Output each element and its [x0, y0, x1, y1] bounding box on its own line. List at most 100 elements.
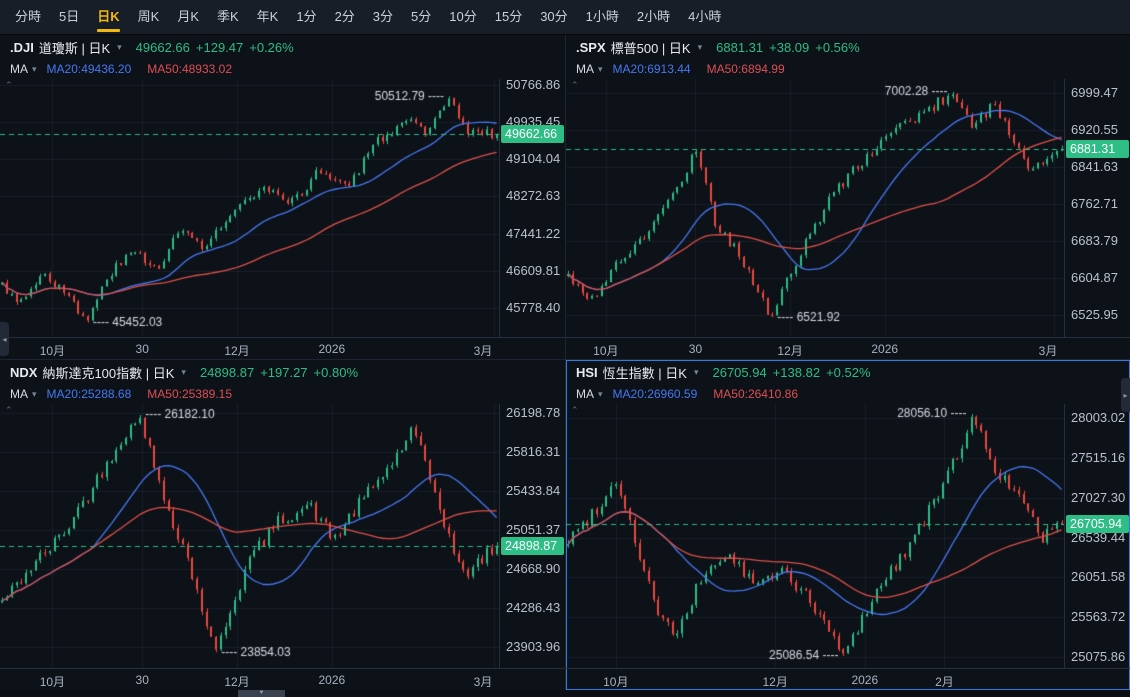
- y-axis-label: 50766.86: [506, 76, 561, 92]
- y-axis-label: 27027.30: [1071, 489, 1126, 505]
- x-axis-label: 2026: [318, 342, 346, 356]
- x-axis-label: 10月: [603, 675, 629, 689]
- plot-wrap: ⌃ 50766.86 49935.45 49104.04 48272.63 47441.…: [0, 76, 565, 337]
- tab-5日[interactable]: 5日: [59, 9, 80, 24]
- y-axis-label: 6920.55: [1071, 122, 1118, 138]
- x-axis-label: 2月: [935, 675, 954, 689]
- tab-2小時[interactable]: 2小時: [636, 9, 671, 24]
- indicator-collapse-icon[interactable]: ⌃: [571, 80, 579, 90]
- price-change-percent: +0.80%: [313, 364, 358, 380]
- y-axis-label: 45778.40: [506, 300, 561, 315]
- candlestick-chart-hsi[interactable]: [566, 404, 1064, 668]
- price-axis[interactable]: 50766.86 49935.45 49104.04 48272.63 47441.22…: [499, 76, 565, 337]
- candlestick-chart-spx[interactable]: [566, 79, 1064, 337]
- last-price: 24898.87: [199, 364, 255, 380]
- tab-季K[interactable]: 季K: [216, 9, 239, 24]
- x-axis-label: 10月: [593, 344, 619, 358]
- chevron-down-icon[interactable]: ▾: [117, 41, 122, 52]
- tab-日K[interactable]: 日K: [88, 0, 128, 34]
- ma-label: MA: [10, 387, 28, 401]
- chevron-down-icon[interactable]: ▾: [32, 388, 37, 399]
- y-axis-label: 25563.72: [1071, 609, 1126, 625]
- ma-label: MA: [576, 387, 594, 401]
- tab-1小時[interactable]: 1小時: [585, 9, 619, 24]
- chevron-down-icon[interactable]: ▾: [598, 388, 603, 399]
- candlestick-chart-dji[interactable]: [0, 79, 499, 337]
- y-axis-label: 24668.90: [506, 561, 561, 577]
- chart-panel-ndx: NDX 納斯達克100指數 | 日K ▾ 24898.87 +197.27 +0…: [0, 360, 565, 690]
- time-axis[interactable]: 10月 12月 2026 2月: [566, 668, 1130, 690]
- chevron-down-icon[interactable]: ▾: [697, 41, 703, 52]
- tab-月K[interactable]: 月K: [177, 9, 199, 24]
- candlestick-chart-ndx[interactable]: [0, 404, 499, 668]
- x-axis-label: 12月: [777, 344, 803, 358]
- tab-5分[interactable]: 5分: [411, 9, 432, 24]
- price-axis[interactable]: 26198.78 25816.31 25433.84 25051.37 24668.90…: [499, 404, 565, 668]
- y-axis-label: 6841.63: [1071, 159, 1118, 175]
- indicator-collapse-icon[interactable]: ⌃: [5, 80, 13, 90]
- tab-周K[interactable]: 周K: [137, 9, 160, 24]
- ma20-value: MA20:49436.20: [46, 62, 132, 76]
- indicator-collapse-icon[interactable]: ⌃: [5, 405, 13, 415]
- y-axis-label: 26198.78: [506, 405, 561, 421]
- tab-4小時[interactable]: 4小時: [688, 9, 722, 24]
- y-axis-label: 26539.44: [1071, 529, 1126, 545]
- tab-2分[interactable]: 2分: [334, 9, 355, 24]
- tab-年K[interactable]: 年K: [256, 9, 279, 24]
- chart-header[interactable]: .SPX 標普500 | 日K ▾ 6881.31 +38.09 +0.56%: [566, 35, 1130, 59]
- ma50-value: MA50:26410.86: [713, 387, 798, 401]
- tab-3分[interactable]: 3分: [372, 9, 394, 24]
- time-axis[interactable]: 10月 30 12月 2026 3月: [0, 668, 565, 690]
- x-axis-label: 2026: [871, 342, 899, 356]
- ma50-value: MA50:6894.99: [706, 62, 785, 76]
- tab-分時[interactable]: 分時: [15, 9, 42, 24]
- indicator-collapse-icon[interactable]: ⌃: [571, 405, 579, 415]
- x-axis-label: 30: [135, 673, 149, 687]
- left-panel-collapse-icon[interactable]: ◂: [0, 322, 9, 356]
- y-axis-label: 6999.47: [1071, 85, 1118, 101]
- ma-indicator-row: MA ▾ MA20:6913.44 MA50:6894.99: [566, 59, 1130, 79]
- x-axis-label: 10月: [39, 675, 66, 689]
- tab-30分[interactable]: 30分: [540, 9, 568, 24]
- y-axis-label: 47441.22: [506, 225, 561, 241]
- y-axis-label: 48272.63: [506, 188, 561, 204]
- y-axis-label: 26051.58: [1071, 569, 1126, 585]
- tab-10分[interactable]: 10分: [449, 9, 477, 24]
- price-change: +38.09: [769, 39, 810, 55]
- chart-header[interactable]: HSI 恆生指數 | 日K ▾ 26705.94 +138.82 +0.52%: [566, 360, 1130, 384]
- y-axis-label: 49935.45: [506, 114, 561, 130]
- y-axis-label: 6525.95: [1071, 307, 1118, 323]
- price-change-percent: +0.56%: [815, 39, 860, 55]
- current-price-badge: 49662.66: [501, 125, 564, 144]
- ma20-value: MA20:25288.68: [46, 387, 132, 401]
- price-axis[interactable]: 28003.02 27515.16 27027.30 26539.44 26051.58…: [1064, 404, 1130, 668]
- bottom-collapse-handle[interactable]: ▼: [238, 690, 285, 697]
- price-axis[interactable]: 6999.47 6920.55 6841.63 6762.71 6683.79 6604.…: [1064, 79, 1130, 337]
- current-price-badge: 6881.31: [1066, 139, 1129, 158]
- plot-area: ⌃: [0, 79, 499, 337]
- ma50-value: MA50:48933.02: [147, 62, 232, 76]
- time-axis[interactable]: 10月 30 12月 2026 3月: [566, 337, 1130, 359]
- symbol-title: 納斯達克100指數 | 日K: [42, 365, 175, 381]
- x-axis-label: 30: [688, 342, 703, 356]
- right-panel-collapse-icon[interactable]: ▸: [1121, 378, 1130, 412]
- chevron-down-icon[interactable]: ▾: [693, 366, 699, 377]
- x-axis-label: 3月: [1038, 344, 1058, 358]
- y-axis-label: 27515.16: [1071, 450, 1126, 466]
- chart-header[interactable]: NDX 納斯達克100指數 | 日K ▾ 24898.87 +197.27 +0…: [0, 360, 565, 384]
- chart-header[interactable]: .DJI 道瓊斯 | 日K ▾ 49662.66 +129.47 +0.26%: [0, 35, 565, 59]
- time-axis[interactable]: 10月 30 12月 2026 3月: [0, 337, 565, 359]
- ma20-value: MA20:6913.44: [612, 62, 691, 76]
- timeframe-tabbar: 分時 5日 日K 周K 月K 季K 年K 1分 2分 3分 5分 10分 15分 30分 1小時 2小時 4小時: [0, 0, 1130, 35]
- symbol-title: 恆生指數 | 日K: [602, 365, 687, 381]
- y-axis-label: 24286.43: [506, 600, 561, 616]
- chevron-down-icon[interactable]: ▾: [181, 366, 186, 377]
- y-axis-label: 25051.37: [506, 522, 561, 538]
- chevron-down-icon[interactable]: ▾: [32, 63, 37, 74]
- symbol-code: .SPX: [576, 39, 606, 55]
- tab-15分[interactable]: 15分: [494, 9, 523, 24]
- y-axis-label: 6604.87: [1071, 270, 1118, 286]
- tab-1分[interactable]: 1分: [296, 9, 317, 24]
- chevron-down-icon[interactable]: ▾: [598, 63, 603, 74]
- ma-indicator-row: MA ▾ MA20:26960.59 MA50:26410.86: [566, 384, 1130, 404]
